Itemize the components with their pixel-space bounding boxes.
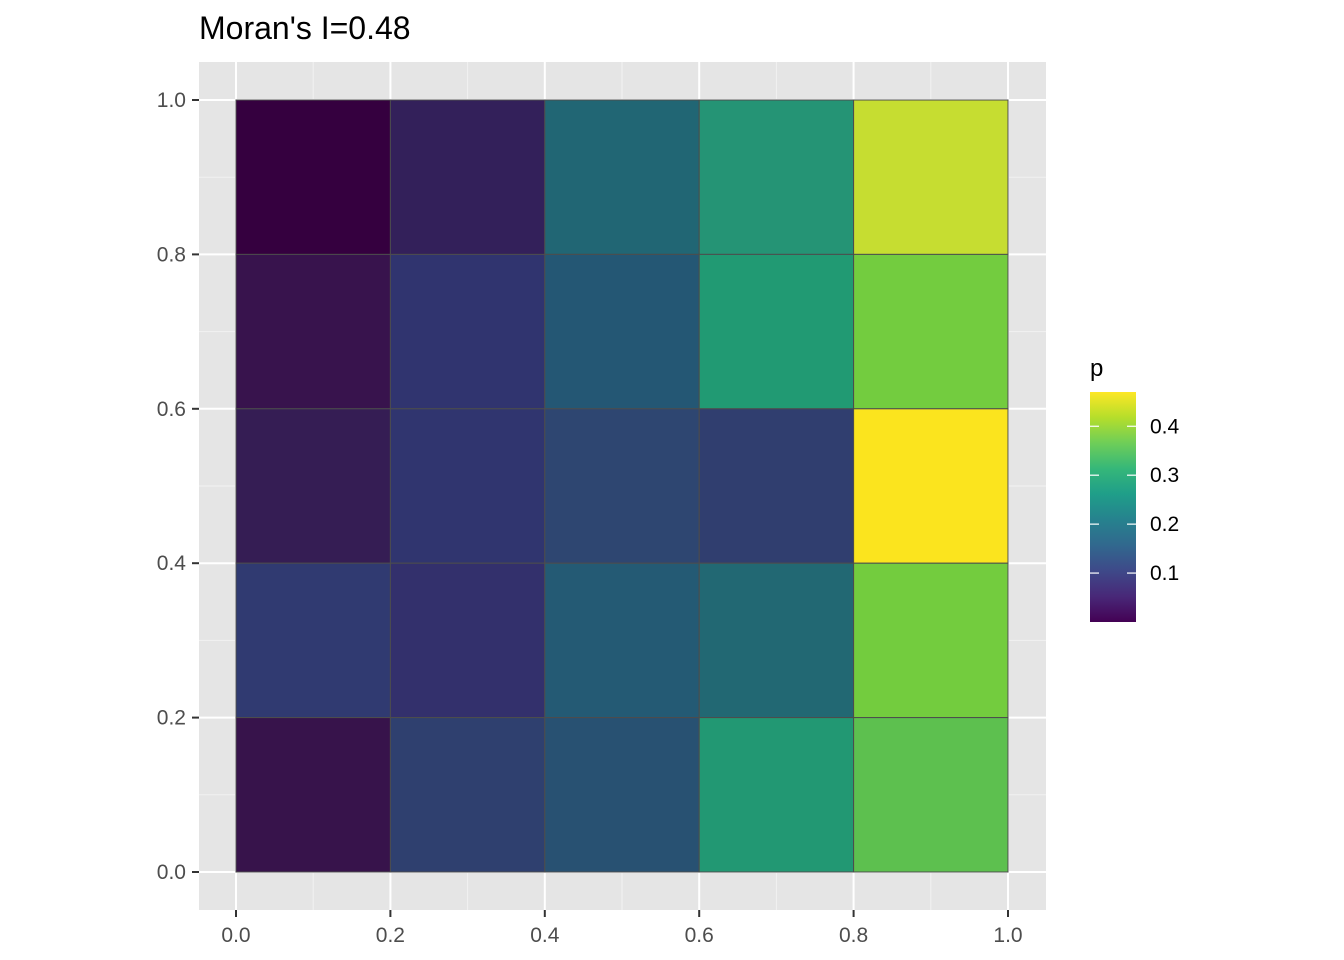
y-tick-label: 0.2 — [157, 707, 186, 730]
x-tick-label: 0.8 — [839, 924, 868, 947]
heatmap-tile — [544, 408, 700, 564]
legend-title: p — [1090, 355, 1103, 382]
y-tick-label: 1.0 — [157, 89, 186, 112]
heatmap-tile — [235, 562, 391, 719]
y-tick-label: 0.4 — [157, 552, 187, 575]
heatmap-tile — [853, 717, 1009, 873]
heatmap-tile — [544, 562, 700, 719]
heatmap-tile — [389, 717, 546, 873]
heatmap-tile — [235, 99, 391, 255]
heatmap-tile — [853, 562, 1009, 719]
legend-tick-label: 0.1 — [1150, 562, 1179, 585]
heatmap-tiles — [235, 99, 1009, 873]
heatmap-tile — [698, 717, 855, 873]
y-axis: 0.0 0.2 0.4 0.6 0.8 1.0 — [157, 89, 199, 884]
x-tick-label: 1.0 — [993, 924, 1022, 947]
colorbar — [1090, 392, 1136, 622]
color-legend: p 0.1 0.2 0.3 0.4 — [1090, 355, 1180, 622]
heatmap-tile — [544, 253, 700, 410]
heatmap-tile — [698, 408, 855, 564]
y-tick-label: 0.0 — [157, 861, 186, 884]
y-tick-label: 0.8 — [157, 243, 186, 266]
heatmap-tile — [698, 562, 855, 719]
heatmap-tile — [235, 408, 391, 564]
heatmap-tile — [389, 99, 546, 255]
x-tick-label: 0.6 — [685, 924, 714, 947]
heatmap-tile — [698, 99, 855, 255]
heatmap-tile — [544, 99, 700, 255]
legend-ticks: 0.1 0.2 0.3 0.4 — [1090, 415, 1180, 585]
x-axis: 0.0 0.2 0.4 0.6 0.8 1.0 — [221, 910, 1023, 947]
heatmap-tile — [698, 253, 855, 410]
heatmap-tile — [235, 717, 391, 873]
heatmap-tile — [853, 99, 1009, 255]
legend-tick-label: 0.4 — [1150, 415, 1180, 438]
chart-title: Moran's I=0.48 — [199, 10, 411, 46]
heatmap-tile — [853, 408, 1009, 564]
legend-tick-label: 0.2 — [1150, 513, 1179, 536]
legend-tick-label: 0.3 — [1150, 464, 1179, 487]
heatmap-tile — [544, 717, 700, 873]
heatmap-tile — [235, 253, 391, 410]
x-tick-label: 0.4 — [530, 924, 560, 947]
x-tick-label: 0.0 — [221, 924, 250, 947]
y-tick-label: 0.6 — [157, 398, 186, 421]
x-tick-label: 0.2 — [376, 924, 405, 947]
heatmap-tile — [853, 253, 1009, 410]
heatmap-tile — [389, 562, 546, 719]
heatmap-tile — [389, 253, 546, 410]
heatmap-tile — [389, 408, 546, 564]
